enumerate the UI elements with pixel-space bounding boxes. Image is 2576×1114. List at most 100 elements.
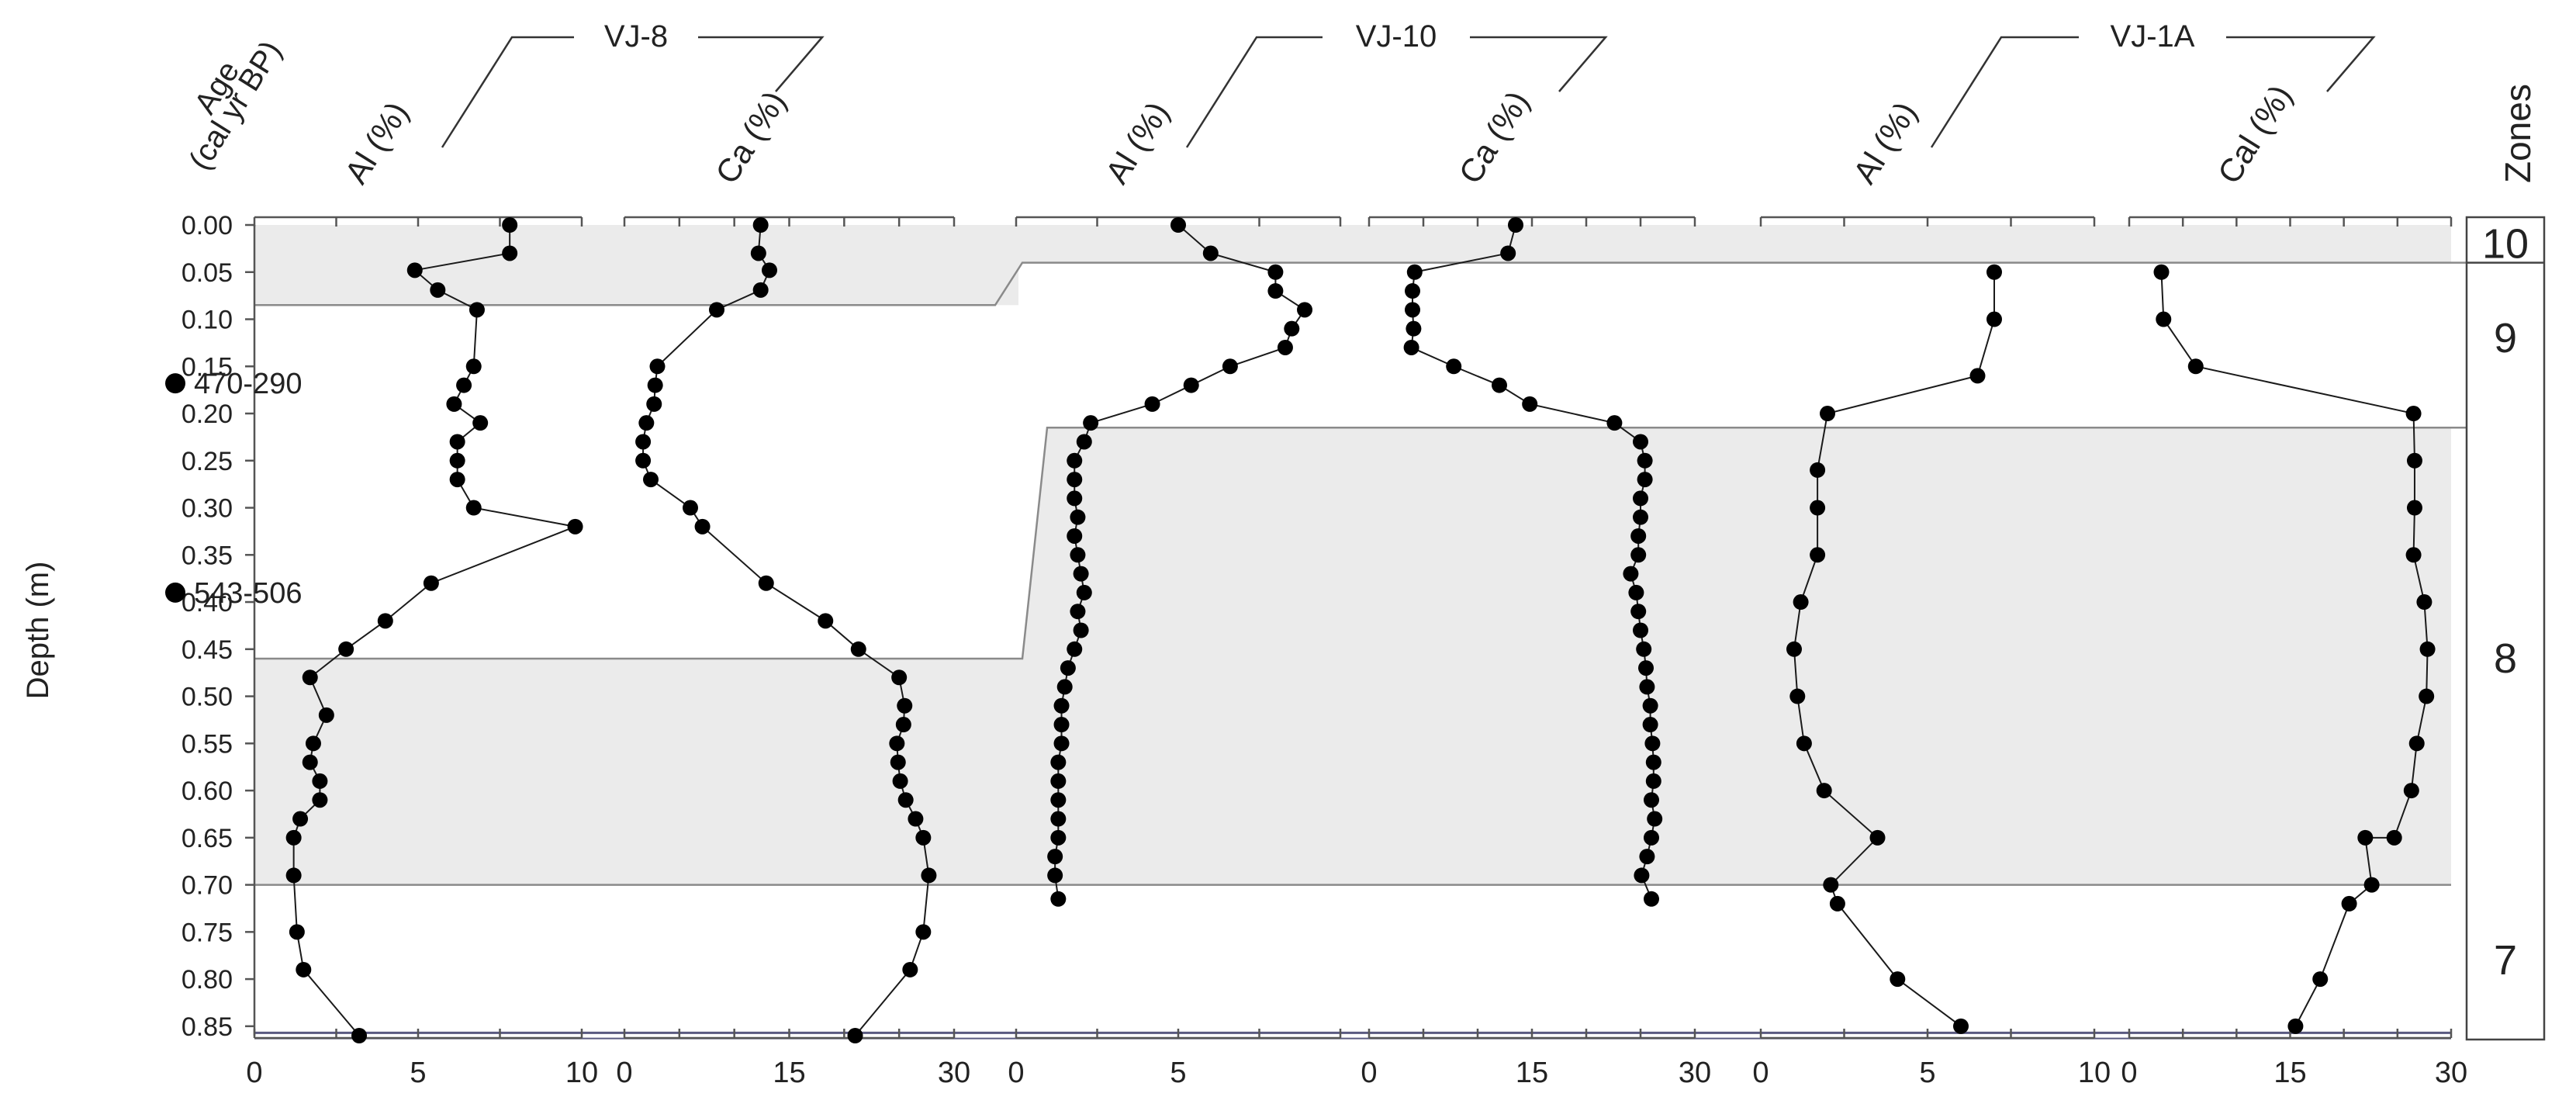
series-name-label: Ca (%): [708, 85, 793, 190]
depth-tick-label: 0.70: [182, 871, 233, 901]
data-point: [1053, 717, 1070, 733]
data-point: [762, 262, 777, 278]
zones-box: [2465, 216, 2546, 1041]
data-point: [2403, 783, 2419, 799]
data-point: [465, 358, 482, 375]
data-point: [2406, 500, 2422, 516]
data-point: [2363, 877, 2380, 893]
data-point: [1789, 688, 1806, 704]
data-point: [1202, 245, 1219, 261]
data-point: [1642, 697, 1658, 714]
x-tick-label: 0: [246, 1057, 262, 1089]
x-tick-label: 0: [1361, 1057, 1377, 1089]
data-point: [1633, 490, 1648, 507]
data-point: [1050, 754, 1067, 770]
series-line: [642, 224, 930, 1036]
x-tick-label: 0: [2121, 1057, 2137, 1089]
data-point: [1636, 641, 1652, 657]
data-point: [897, 697, 913, 714]
data-point: [312, 792, 328, 808]
data-point: [889, 735, 905, 752]
data-point: [446, 396, 462, 412]
data-point: [377, 613, 393, 629]
data-point: [895, 717, 911, 733]
depth-tick-label: 0.05: [182, 258, 233, 288]
data-point: [2287, 1018, 2304, 1034]
data-point: [1492, 377, 1507, 393]
data-point: [449, 452, 465, 469]
data-point: [1630, 547, 1647, 563]
zone-band-10: [254, 225, 2451, 306]
x-tick-label: 30: [938, 1057, 970, 1089]
data-point: [1222, 358, 1238, 375]
depth-tick-label: 0.80: [182, 965, 233, 995]
data-point: [1637, 452, 1653, 469]
data-point: [1047, 867, 1063, 884]
data-point: [1267, 283, 1284, 299]
zone-label: 7: [2494, 937, 2517, 984]
data-point: [1637, 472, 1653, 488]
age-marker-dot: [165, 582, 185, 603]
x-tick-label: 30: [2435, 1057, 2467, 1089]
x-tick-label: 15: [773, 1057, 805, 1089]
data-point: [1986, 311, 2002, 327]
data-point: [1047, 849, 1063, 865]
core-bracket-left: [1185, 36, 1323, 148]
data-point: [406, 262, 423, 278]
x-tick-label: 5: [1170, 1057, 1186, 1089]
data-point: [890, 754, 906, 770]
data-point: [1406, 320, 1422, 337]
data-point: [2405, 547, 2422, 563]
depth-axis-title: Depth (m): [21, 562, 55, 700]
data-point: [908, 811, 924, 827]
data-point: [423, 575, 439, 591]
series-name-label: Al (%): [1846, 95, 1924, 190]
data-point: [1267, 264, 1284, 280]
data-point: [1633, 434, 1648, 450]
data-point: [2341, 895, 2357, 912]
data-point: [338, 641, 354, 657]
data-point: [1623, 566, 1639, 582]
data-point: [351, 1028, 368, 1043]
data-point: [1277, 339, 1293, 355]
x-tick-label: 15: [2273, 1057, 2306, 1089]
data-point: [449, 434, 465, 450]
data-point: [1810, 547, 1826, 563]
data-point: [1890, 971, 1906, 988]
data-point: [709, 302, 724, 318]
data-point: [1067, 472, 1083, 488]
data-point: [647, 377, 663, 393]
core-name-label: VJ-8: [604, 19, 668, 54]
age-marker-label: 470-290: [194, 368, 302, 400]
depth-tick-label: 0.75: [182, 918, 233, 947]
data-point: [2406, 452, 2422, 469]
data-point: [752, 217, 769, 233]
depth-tick-label: 0.65: [182, 824, 233, 853]
data-point: [921, 867, 937, 884]
data-point: [502, 217, 518, 233]
data-point: [285, 867, 302, 884]
data-point: [2312, 971, 2329, 988]
data-point: [891, 669, 908, 686]
data-point: [1630, 604, 1647, 620]
data-point: [1170, 217, 1186, 233]
data-point: [1829, 895, 1845, 912]
data-point: [1869, 829, 1886, 846]
data-point: [1810, 462, 1826, 478]
data-point: [1144, 396, 1160, 412]
age-marker-label: 543-506: [194, 577, 302, 610]
data-point: [472, 415, 489, 431]
data-point: [750, 245, 766, 261]
data-point: [1630, 528, 1647, 544]
core-bracket-left: [441, 36, 574, 148]
data-point: [2156, 311, 2172, 327]
data-point: [1647, 811, 1663, 827]
data-point: [1986, 264, 2002, 280]
data-point: [1183, 377, 1199, 393]
data-point: [1073, 622, 1089, 638]
data-point: [1633, 509, 1648, 525]
data-point: [1645, 754, 1661, 770]
data-point: [2419, 688, 2435, 704]
x-tick-label: 0: [616, 1057, 632, 1089]
